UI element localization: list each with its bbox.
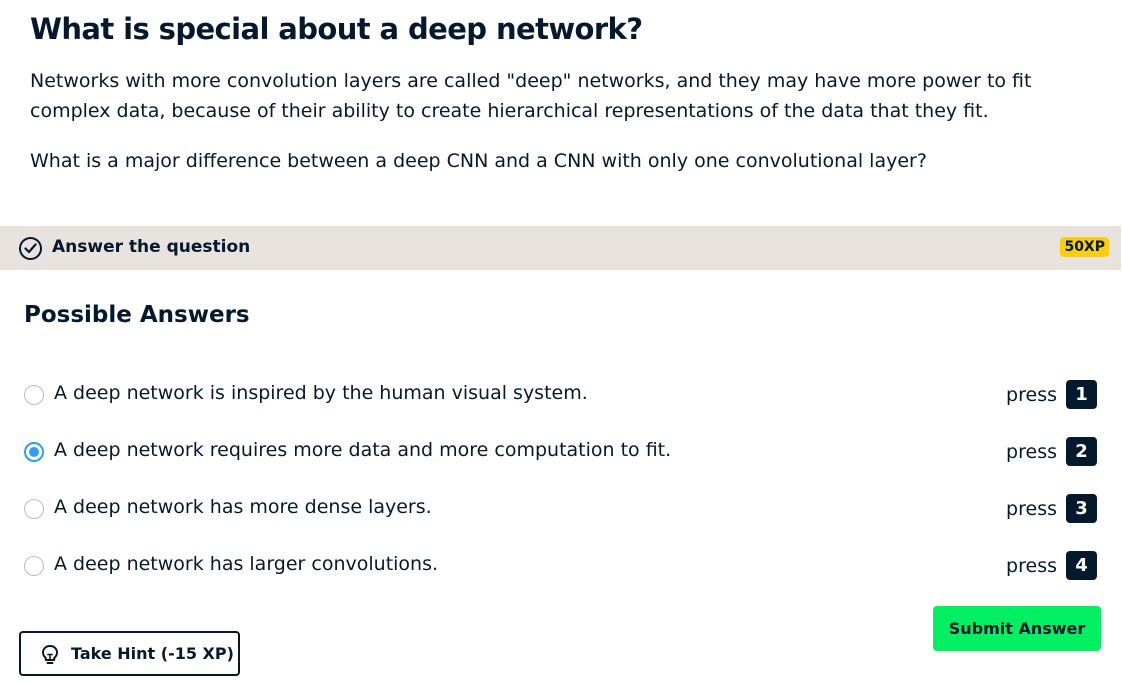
xp-badge: 50XP [1060,237,1109,257]
radio-button[interactable] [24,556,44,576]
exercise-title: What is special about a deep network? [30,12,643,46]
radio-button-selected[interactable] [24,442,44,462]
shortcut-key: 4 [1066,551,1097,580]
radio-button[interactable] [24,499,44,519]
possible-answers-heading: Possible Answers [24,302,250,328]
answer-option-1[interactable]: A deep network is inspired by the human … [24,379,1099,411]
press-label: press [1006,384,1057,406]
answer-option-2[interactable]: A deep network requires more data and mo… [24,436,1099,468]
answer-option-text: A deep network is inspired by the human … [54,382,588,404]
take-hint-label: Take Hint (-15 XP) [71,644,234,663]
answer-option-text: A deep network requires more data and mo… [54,439,672,461]
exercise-question: What is a major difference between a dee… [30,150,927,172]
check-circle-icon [19,237,42,260]
exercise-description: Networks with more convolution layers ar… [30,70,1032,122]
shortcut-key: 1 [1066,380,1097,409]
answer-option-text: A deep network has more dense layers. [54,496,432,518]
answer-option-text: A deep network has larger convolutions. [54,553,439,575]
press-label: press [1006,498,1057,520]
shortcut-key: 3 [1066,494,1097,523]
press-label: press [1006,555,1057,577]
lightbulb-icon [41,644,59,670]
task-bar: Answer the question 50XP [0,226,1121,270]
submit-answer-button[interactable]: Submit Answer [933,606,1101,651]
answer-option-4[interactable]: A deep network has larger convolutions. … [24,550,1099,582]
radio-button[interactable] [24,385,44,405]
answer-option-3[interactable]: A deep network has more dense layers. pr… [24,493,1099,525]
take-hint-button[interactable]: Take Hint (-15 XP) [19,631,240,676]
task-label: Answer the question [52,237,251,257]
press-label: press [1006,441,1057,463]
shortcut-key: 2 [1066,437,1097,466]
